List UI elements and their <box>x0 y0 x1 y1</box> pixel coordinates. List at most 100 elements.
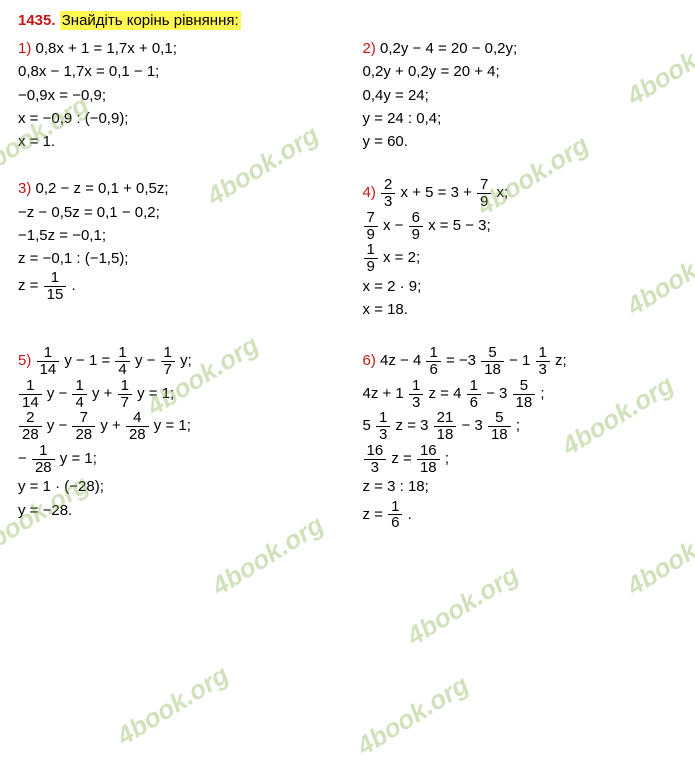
fraction: 13 <box>536 345 550 378</box>
fraction: 728 <box>72 410 95 443</box>
eq: 0,4y = 24; <box>363 84 678 107</box>
index-2: 2) <box>363 40 376 57</box>
fraction: 13 <box>409 378 423 411</box>
eq: y = 24 : 0,4; <box>363 107 678 130</box>
watermark-text: 4book.org <box>111 659 234 752</box>
eq: y = 1 · (−28); <box>18 475 333 498</box>
txt: y + <box>100 417 125 434</box>
solution-5: 5) 114 y − 1 = 14 y − 17 y; 114 y − 14 y… <box>18 345 333 531</box>
fraction: 23 <box>381 177 395 210</box>
txt: z; <box>555 352 567 369</box>
eq: x = 1. <box>18 130 333 153</box>
txt: y − <box>47 417 72 434</box>
watermark-text: 4book.org <box>351 669 474 762</box>
txt: z = <box>363 506 388 523</box>
eq: x = 2 · 9; <box>363 275 678 298</box>
txt: y = 1; <box>137 385 174 402</box>
txt: 4z − 4 <box>380 352 421 369</box>
eq: 0,2 − z = 0,1 + 0,5z; <box>31 180 168 197</box>
fraction: 518 <box>481 345 504 378</box>
eq: 0,8x − 1,7x = 0,1 − 1; <box>18 60 333 83</box>
txt: y = 1; <box>60 450 97 467</box>
txt: ; <box>445 450 449 467</box>
eq: −z − 0,5z = 0,1 − 0,2; <box>18 201 333 224</box>
fraction: 115 <box>44 270 67 303</box>
txt: − 1 <box>509 352 530 369</box>
txt: = −3 <box>446 352 476 369</box>
index-1: 1) <box>18 40 31 57</box>
eq: 0,8x + 1 = 1,7x + 0,1; <box>31 40 177 57</box>
txt: − 3 <box>462 417 483 434</box>
fraction: 17 <box>118 378 132 411</box>
txt: y − <box>47 385 72 402</box>
txt: y − 1 = <box>64 352 114 369</box>
fraction: 14 <box>115 345 129 378</box>
fraction: 13 <box>376 410 390 443</box>
solutions-grid: 1) 0,8x + 1 = 1,7x + 0,1; 0,8x − 1,7x = … <box>18 37 677 531</box>
index-3: 3) <box>18 180 31 197</box>
solution-2: 2) 0,2y − 4 = 20 − 0,2y; 0,2y + 0,2y = 2… <box>363 37 678 153</box>
txt: ; <box>516 417 520 434</box>
eq: z = −0,1 : (−1,5); <box>18 247 333 270</box>
txt: z = 4 <box>428 385 461 402</box>
fraction: 16 <box>388 499 402 532</box>
eq: 0,2y + 0,2y = 20 + 4; <box>363 60 678 83</box>
eq: −1,5z = −0,1; <box>18 224 333 247</box>
eq: z = 115 . <box>18 270 333 303</box>
fraction: 163 <box>364 443 387 476</box>
eq: y = 60. <box>363 130 678 153</box>
fraction: 16 <box>426 345 440 378</box>
fraction: 19 <box>364 242 378 275</box>
txt: z = 3 <box>396 417 429 434</box>
fraction: 2118 <box>434 410 457 443</box>
fraction: 14 <box>72 378 86 411</box>
txt: . <box>71 277 75 294</box>
fraction: 518 <box>488 410 511 443</box>
watermark-text: 4book.org <box>401 559 524 652</box>
txt: y + <box>92 385 117 402</box>
txt: y; <box>180 352 192 369</box>
eq: y = −28. <box>18 499 333 522</box>
txt: x − <box>383 217 408 234</box>
problem-number: 1435. <box>18 12 56 29</box>
solution-1: 1) 0,8x + 1 = 1,7x + 0,1; 0,8x − 1,7x = … <box>18 37 333 153</box>
txt: z = <box>18 277 43 294</box>
eq: z = 3 : 18; <box>363 475 678 498</box>
solution-4: 4) 23 x + 5 = 3 + 79 x; 79 x − 69 x = 5 … <box>363 177 678 321</box>
txt: 4z + 1 <box>363 385 404 402</box>
txt: − 3 <box>486 385 507 402</box>
fraction: 428 <box>126 410 149 443</box>
txt: x + 5 = 3 + <box>401 184 476 201</box>
fraction: 114 <box>37 345 60 378</box>
txt: x; <box>497 184 509 201</box>
index-4: 4) <box>363 184 381 201</box>
fraction: 79 <box>364 210 378 243</box>
fraction: 518 <box>513 378 536 411</box>
txt: x = 5 − 3; <box>428 217 491 234</box>
eq: −0,9x = −0,9; <box>18 84 333 107</box>
txt: − <box>18 450 31 467</box>
fraction: 17 <box>161 345 175 378</box>
fraction: 128 <box>32 443 55 476</box>
fraction: 114 <box>19 378 42 411</box>
txt: x = 2; <box>383 249 420 266</box>
index-5: 5) <box>18 352 36 369</box>
txt: y − <box>135 352 160 369</box>
fraction: 1618 <box>417 443 440 476</box>
fraction: 79 <box>477 177 491 210</box>
eq: x = 18. <box>363 298 678 321</box>
txt: . <box>408 506 412 523</box>
index-6: 6) <box>363 352 381 369</box>
solution-6: 6) 4z − 4 16 = −3 518 − 1 13 z; 4z + 1 1… <box>363 345 678 531</box>
solution-3: 3) 0,2 − z = 0,1 + 0,5z; −z − 0,5z = 0,1… <box>18 177 333 321</box>
txt: y = 1; <box>154 417 191 434</box>
txt: ; <box>540 385 544 402</box>
txt: z = <box>391 450 416 467</box>
fraction: 16 <box>467 378 481 411</box>
problem-title: 1435. Знайдіть корінь рівняння: <box>18 12 677 29</box>
fraction: 69 <box>409 210 423 243</box>
eq: 0,2y − 4 = 20 − 0,2y; <box>376 40 517 57</box>
eq: x = −0,9 : (−0,9); <box>18 107 333 130</box>
txt: 5 <box>363 417 371 434</box>
fraction: 228 <box>19 410 42 443</box>
